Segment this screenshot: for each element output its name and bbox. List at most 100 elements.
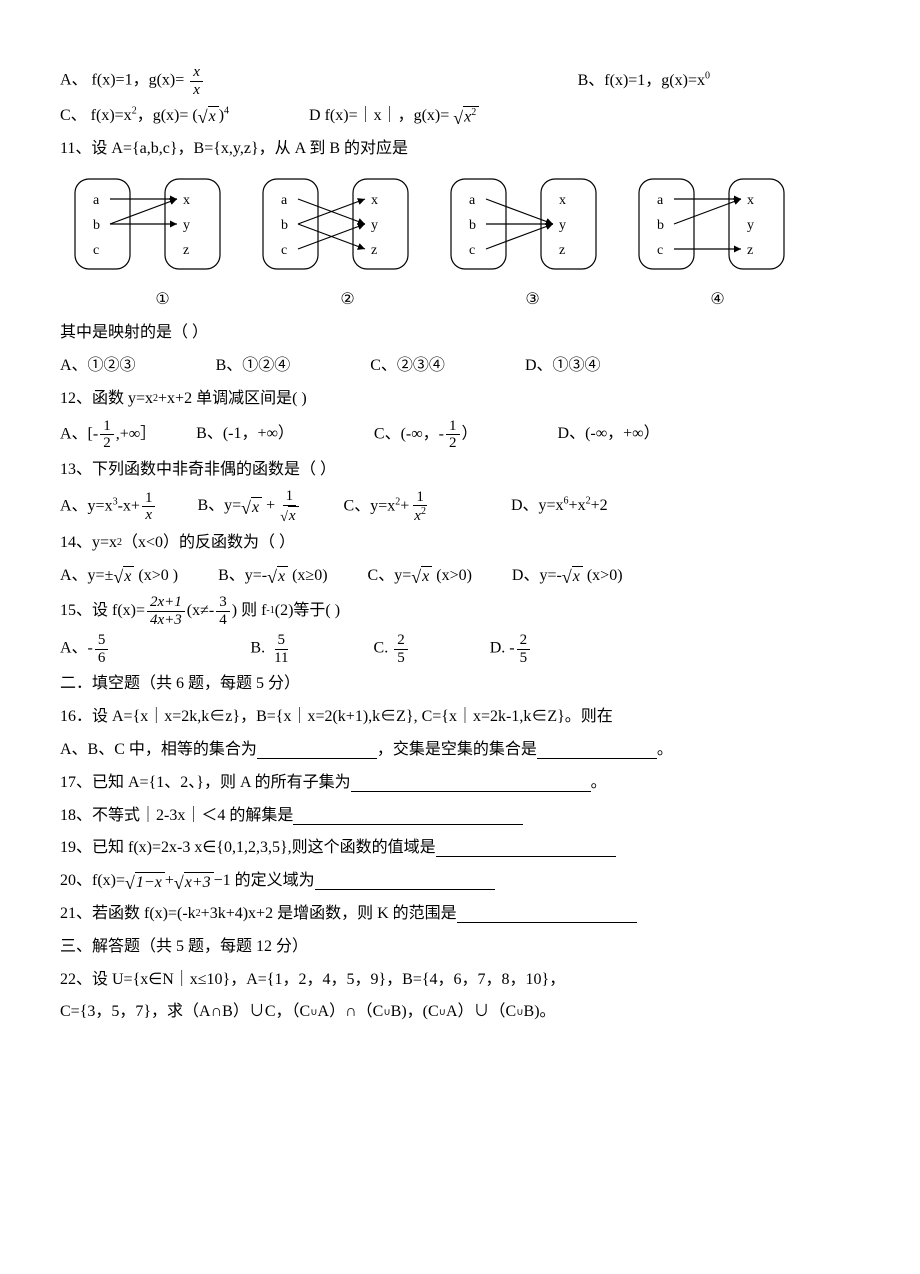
q15a-d: 6	[95, 650, 109, 667]
q10-optB: B、f(x)=1，g(x)=x0	[578, 67, 710, 96]
q14a-post: (x>0 )	[134, 567, 178, 584]
q14a-pre: A、y=±	[60, 567, 113, 584]
svg-text:x: x	[371, 193, 378, 208]
q14d-rad: x	[572, 566, 583, 586]
svg-text:a: a	[93, 193, 100, 208]
section3-title: 三、解答题（共 5 题，每题 12 分）	[60, 933, 870, 962]
q10-optD: D f(x)=｜x｜，g(x)= √x2	[309, 102, 479, 131]
q10-optA: A、 f(x)=1，g(x)= xx	[60, 64, 205, 98]
q19: 19、已知 f(x)=2x-3 x∈{0,1,2,3,5},则这个函数的值域是	[60, 834, 870, 863]
q12-optB: B、(-1，+∞）	[196, 420, 294, 449]
q15b-n: 5	[275, 632, 289, 650]
q12-optA-pre: A、[-	[60, 425, 98, 442]
q14a-rad: x	[123, 566, 134, 586]
q22-m2: B)，(C	[391, 998, 439, 1027]
q15c-d: 5	[394, 650, 408, 667]
q11-circled-row: ① ② ③ ④	[70, 286, 810, 315]
q15a-n: 5	[95, 632, 109, 650]
q12-optC-pre: C、(-∞，-	[374, 425, 444, 442]
q16-line1: 16．设 A={x｜x=2k,k∈z}，B={x｜x=2(k+1),k∈Z}, …	[60, 703, 870, 732]
q11-optD: D、①③④	[525, 352, 601, 381]
svg-text:x: x	[183, 193, 190, 208]
q15d-d: 5	[517, 650, 531, 667]
q22-line2: C={3，5，7}，求（A∩B）∪C，（C∪A）∩（C∪B)，(C∪A）∪（C∪…	[60, 998, 870, 1027]
q13-options: A、y=x3-x+1x B、y=√x +1√x C、y=x2+1x2 D、y=x…	[60, 488, 870, 525]
q13c-n: 1	[413, 489, 427, 507]
q11-optC: C、②③④	[370, 352, 445, 381]
q10-optB-sup: 0	[705, 70, 710, 81]
svg-text:z: z	[183, 243, 189, 258]
svg-text:a: a	[281, 193, 288, 208]
q14c-pre: C、y=	[368, 567, 412, 584]
svg-text:y: y	[559, 218, 566, 233]
q11-c1: ①	[155, 286, 169, 315]
q13d-pre: D、y=x	[511, 497, 564, 514]
svg-text:z: z	[747, 243, 753, 258]
q13c-dp: x	[414, 508, 421, 524]
q20-r2: x+3	[184, 872, 214, 892]
q15-end: (2)等于( )	[275, 597, 340, 626]
q14-optD: D、y=-√x (x>0)	[512, 562, 623, 591]
q15-d2: 4	[216, 612, 230, 629]
q15-optA: A、-56	[60, 632, 110, 666]
q13-optC: C、y=x2+1x2	[344, 489, 431, 525]
q15-mid: (x≠-	[187, 597, 214, 626]
q14d-post: (x>0)	[583, 567, 623, 584]
q11-diagram-2: abcxyz	[258, 174, 418, 285]
svg-text:b: b	[657, 218, 664, 233]
q11-optB: B、①②④	[216, 352, 291, 381]
q11-diagram-4: abcxyz	[634, 174, 794, 285]
svg-text:y: y	[747, 218, 754, 233]
q20-mid: +	[165, 867, 174, 896]
q20-post: −1 的定义域为	[214, 867, 315, 896]
q15-pre: 15、设 f(x)=	[60, 597, 145, 626]
q11-diagrams: abcxyz abcxyz abcxyz abcxyz	[70, 174, 870, 285]
q22-end: B)。	[524, 998, 556, 1027]
q17-pre: 17、已知 A={1、2、}，则 A 的所有子集为	[60, 769, 351, 798]
q13-optA: A、y=x3-x+1x	[60, 490, 157, 524]
q14c-post: (x>0)	[432, 567, 472, 584]
q12-optA-post: ,+∞］	[116, 425, 156, 442]
q14-options: A、y=±√x (x>0 ) B、y=-√x (x≥0) C、y=√x (x>0…	[60, 562, 870, 591]
q15-optB: B. 511	[250, 632, 293, 666]
q22-m3: A）∪（C	[446, 998, 516, 1027]
q12-optC-d: 2	[446, 435, 460, 452]
q14c-rad: x	[421, 566, 432, 586]
svg-text:x: x	[747, 193, 754, 208]
svg-text:z: z	[371, 243, 377, 258]
q10-fracA-num: x	[190, 64, 203, 82]
q15c-n: 2	[394, 632, 408, 650]
q10-optC-mid: ，g(x)= (	[137, 107, 198, 124]
q22-u2: ∪	[383, 1004, 390, 1022]
svg-text:b: b	[281, 218, 288, 233]
q12-optA: A、[-12,+∞］	[60, 418, 156, 452]
q20: 20、f(x)= √1−x +√x+3 −1 的定义域为	[60, 867, 870, 896]
svg-text:c: c	[93, 243, 99, 258]
q20-pre: 20、f(x)=	[60, 867, 125, 896]
q11-diagram-3: abcxyz	[446, 174, 606, 285]
q15-stem: 15、设 f(x)= 2x+14x+3 (x≠- 34 ) 则 f-1(2)等于…	[60, 594, 870, 628]
blank	[537, 742, 657, 759]
q15d-pre: D. -	[490, 640, 515, 657]
q11-substem: 其中是映射的是（ ）	[60, 319, 870, 348]
q14b-rad: x	[277, 566, 288, 586]
q11-stem: 11、设 A={a,b,c}，B={x,y,z}，从 A 到 B 的对应是	[60, 135, 870, 164]
q13d-post: +2	[591, 497, 608, 514]
svg-text:a: a	[469, 193, 476, 208]
q15-optD: D. -25	[490, 632, 532, 666]
q10-row2: C、 f(x)=x2，g(x)= (√x)4 D f(x)=｜x｜，g(x)= …	[60, 102, 870, 131]
q10-optB-text: B、f(x)=1，g(x)=x	[578, 72, 705, 89]
q14-stem: 14、y=x2（x<0）的反函数为（ ）	[60, 529, 870, 558]
q10-optC-s2: 4	[224, 106, 229, 117]
q12-optD: D、(-∞，+∞）	[558, 420, 660, 449]
q22-line1: 22、设 U={x∈N｜x≤10}，A={1，2，4，5，9}，B={4，6，7…	[60, 966, 870, 995]
blank	[257, 742, 377, 759]
q10-optC-pre: C、 f(x)=x	[60, 107, 132, 124]
q15-post: ) 则 f	[232, 597, 267, 626]
svg-text:c: c	[657, 243, 663, 258]
blank	[436, 840, 616, 857]
q11-c2: ②	[340, 286, 354, 315]
q13a-mid: -x+	[118, 497, 140, 514]
q10-optD-rsup: 2	[471, 107, 476, 118]
blank	[315, 873, 495, 890]
